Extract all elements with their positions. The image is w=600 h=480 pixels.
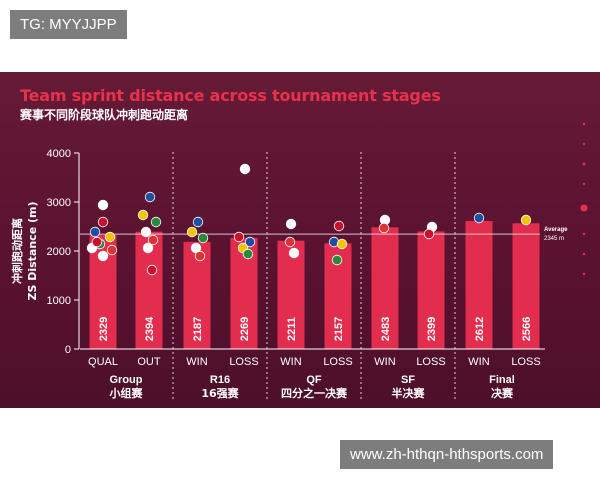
team-flag-icon — [106, 244, 118, 256]
team-flag-icon — [288, 247, 300, 259]
team-flag-icon — [331, 254, 343, 266]
team-flag-icon — [520, 214, 532, 226]
chart-panel: Team sprint distance across tournament s… — [0, 72, 600, 408]
x-tick-label: WIN — [468, 356, 489, 368]
bar-value-label: 2187 — [192, 317, 204, 341]
y-tick-label: 2000 — [47, 246, 71, 258]
x-tick-label: LOSS — [416, 356, 445, 368]
team-flag-icon — [242, 248, 254, 260]
team-flag-icon — [146, 264, 158, 276]
average-label: Average — [544, 227, 568, 233]
x-tick-label: WIN — [374, 356, 395, 368]
stage-label: Final — [489, 374, 515, 386]
team-flag-icon — [97, 250, 109, 262]
x-tick-label: LOSS — [323, 356, 352, 368]
bar-value-label: 2399 — [426, 317, 438, 341]
bar-loss-9 — [512, 223, 540, 349]
bar-loss-7 — [417, 231, 445, 349]
stage-label-zh: 小组赛 — [109, 386, 144, 400]
chart-subtitle: 赛事不同阶段球队冲刺跑动距离 — [20, 108, 189, 122]
team-flag-icon — [239, 163, 251, 175]
team-flag-icon — [142, 242, 154, 254]
y-tick-label: 4000 — [47, 148, 71, 160]
y-tick-label: 0 — [65, 344, 71, 356]
bar-win-6 — [371, 227, 399, 349]
team-flag-icon — [336, 238, 348, 250]
x-tick-label: WIN — [280, 356, 301, 368]
y-tick-label: 1000 — [47, 295, 71, 307]
x-tick-label: WIN — [186, 356, 207, 368]
team-flag-icon — [285, 218, 297, 230]
bar-win-4 — [277, 240, 305, 349]
bar-win-8 — [465, 221, 493, 349]
stage-label-zh: 半决赛 — [392, 386, 426, 400]
bar-value-label: 2566 — [521, 317, 533, 341]
x-tick-label: OUT — [137, 356, 161, 368]
bar-chart: 冲刺跑动距离 ZS Distance (m) 0 1000 2000 3000 4000 23… — [10, 148, 568, 402]
bar-value-label: 2394 — [144, 316, 156, 341]
team-flag-icon — [91, 236, 103, 248]
y-axis-title: ZS Distance (m) — [26, 201, 39, 300]
team-flag-icon — [423, 228, 435, 240]
bar-value-label: 2157 — [333, 317, 345, 341]
bar-value-label: 2329 — [98, 317, 110, 341]
team-flag-icon — [97, 199, 109, 211]
team-flag-icon — [140, 226, 152, 238]
team-flag-icon — [97, 216, 109, 228]
team-flag-icon — [186, 226, 198, 238]
team-flag-icon — [284, 236, 296, 248]
decorative-dots — [580, 122, 588, 276]
team-flag-icon — [378, 222, 390, 234]
y-tick-label: 3000 — [47, 197, 71, 209]
team-flag-icon — [137, 209, 149, 221]
team-flag-icon — [333, 220, 345, 232]
team-flag-icon — [89, 226, 101, 238]
bar-value-label: 2211 — [286, 317, 298, 341]
x-tick-label: LOSS — [511, 356, 540, 368]
team-flag-icon — [150, 216, 162, 228]
stage-label: SF — [401, 374, 415, 386]
stage-label-zh: 16强赛 — [201, 386, 239, 400]
stage-label: Group — [110, 374, 143, 386]
team-flag-icon — [244, 236, 256, 248]
stage-label-zh: 决赛 — [491, 386, 514, 400]
stage-label: R16 — [210, 374, 230, 386]
stage-label-zh: 四分之一决赛 — [281, 386, 348, 400]
team-flag-icon — [104, 231, 116, 243]
tg-tag-label: TG: MYYJJPP — [10, 10, 127, 39]
bar-value-label: 2269 — [239, 317, 251, 341]
bar-value-label: 2483 — [380, 317, 392, 341]
y-axis-title-zh: 冲刺跑动距离 — [10, 218, 24, 284]
team-flag-icon — [194, 250, 206, 262]
team-flag-icon — [192, 216, 204, 228]
bar-value-label: 2612 — [474, 317, 486, 341]
team-flag-icon — [197, 232, 209, 244]
average-value-label: 2345 m — [544, 236, 564, 242]
team-flag-icon — [144, 191, 156, 203]
team-flag-icon — [233, 231, 245, 243]
x-tick-label: QUAL — [88, 356, 118, 368]
site-watermark: www.zh-hthqn-hthsports.com — [340, 440, 554, 469]
x-tick-label: LOSS — [229, 356, 258, 368]
team-flag-icon — [147, 234, 159, 246]
chart-title: Team sprint distance across tournament s… — [20, 86, 441, 105]
team-flag-icon — [473, 212, 485, 224]
stage-label: QF — [306, 374, 322, 386]
